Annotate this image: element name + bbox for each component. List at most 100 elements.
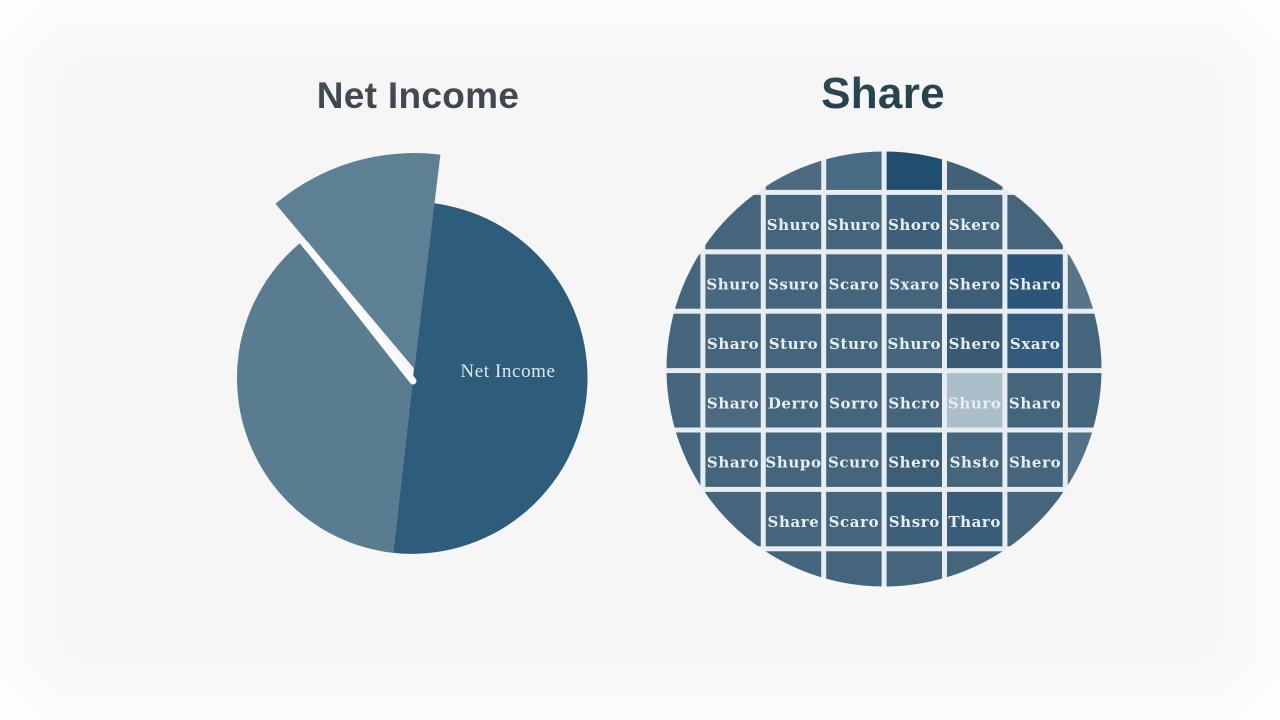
waffle-tile-label: Sharo	[707, 335, 759, 353]
waffle-tile	[1007, 551, 1063, 587]
waffle-tile	[666, 151, 701, 190]
waffle-tile	[705, 313, 761, 369]
pie-slice-net-income	[393, 202, 588, 554]
pie-chart-title: Net Income	[316, 75, 520, 116]
waffle-tile-label: Shoro	[888, 216, 941, 234]
waffle-tile	[1067, 194, 1102, 250]
waffle-tile-label: Shero	[1009, 454, 1061, 472]
waffle-tile	[705, 151, 761, 190]
waffle-tile	[1007, 194, 1063, 250]
waffle-tile	[1007, 491, 1063, 547]
waffle-tile-label: Shuro	[706, 276, 760, 294]
waffle-tile	[705, 551, 761, 587]
waffle-tile	[886, 491, 942, 547]
waffle-tile	[765, 551, 822, 587]
waffle-tile	[826, 491, 882, 547]
waffle-tile	[886, 432, 942, 487]
waffle-tile	[1067, 432, 1102, 487]
waffle-tile	[1067, 151, 1102, 190]
waffle-tile	[1067, 491, 1102, 547]
waffle-tile	[1007, 254, 1063, 309]
waffle-tile	[1067, 551, 1102, 587]
waffle-tile	[947, 491, 1003, 547]
waffle-tile-label: Sorro	[829, 394, 879, 412]
waffle-tile	[826, 254, 882, 309]
waffle-tile	[826, 194, 882, 250]
waffle-tile-label: Sxaro	[1010, 335, 1060, 353]
waffle-tile	[765, 373, 822, 428]
waffle-tile-label: Sturo	[829, 335, 879, 353]
waffle-tile	[947, 313, 1003, 369]
waffle-tile-label: Skero	[949, 216, 1001, 234]
waffle-tile	[666, 373, 701, 428]
waffle-tile-label: Ssuro	[768, 276, 819, 294]
waffle-tile	[886, 194, 942, 250]
pie-slice	[236, 243, 413, 553]
pie-chart	[236, 153, 588, 554]
waffle-tile	[947, 194, 1003, 250]
waffle-tile	[886, 313, 942, 369]
waffle-tile	[765, 151, 822, 190]
waffle-tile	[765, 491, 822, 547]
waffle-tile	[826, 151, 882, 190]
waffle-tile	[666, 254, 701, 309]
waffle-tile-label: Tharo	[948, 513, 1001, 531]
waffle-tile	[666, 313, 701, 369]
waffle-tile	[826, 313, 882, 369]
waffle-tile-label: Shupo	[765, 454, 821, 472]
waffle-tile-label: Sharo	[707, 394, 759, 412]
waffle-tile-label: Scuro	[828, 454, 880, 472]
waffle-tile	[826, 373, 882, 428]
waffle-tile	[765, 254, 822, 309]
waffle-tile	[705, 491, 761, 547]
waffle-tile	[1007, 151, 1063, 190]
waffle-tile	[765, 194, 822, 250]
waffle-tile-label: Shsto	[950, 454, 1000, 472]
waffle-tile	[705, 373, 761, 428]
waffle-tile-label: Sturo	[769, 335, 819, 353]
waffle-tile-label: Scaro	[829, 276, 880, 294]
waffle-tile	[765, 432, 822, 487]
waffle-tile	[1007, 432, 1063, 487]
waffle-tile-label: Shcro	[888, 394, 940, 412]
waffle-tile	[666, 551, 701, 587]
waffle-tile-label: Shero	[949, 335, 1001, 353]
waffle-tile	[1067, 313, 1102, 369]
waffle-tile	[1007, 313, 1063, 369]
waffle-tile	[947, 254, 1003, 309]
waffle-tile-label: Derro	[768, 394, 819, 412]
waffle-tile	[947, 551, 1003, 587]
waffle-tile-label: Shuro	[827, 216, 881, 234]
waffle-tile	[886, 151, 942, 190]
waffle-tile	[947, 432, 1003, 487]
waffle-tile-label: Shero	[949, 276, 1001, 294]
waffle-tile	[886, 254, 942, 309]
waffle-tile-label: Share	[768, 513, 820, 531]
waffle-tile	[705, 194, 761, 250]
waffle-tile	[1067, 373, 1102, 428]
waffle-tile-label: Sharo	[1009, 394, 1061, 412]
waffle-tile	[947, 373, 1003, 428]
waffle-tile	[666, 432, 701, 487]
waffle-tile	[947, 151, 1003, 190]
waffle-tile	[1007, 373, 1063, 428]
waffle-tile	[886, 373, 942, 428]
waffle-tile-label: Shuro	[948, 394, 1002, 412]
waffle-tile	[826, 432, 882, 487]
waffle-tile-label: Shsro	[889, 513, 940, 531]
waffle-tile-label: Scaro	[829, 513, 880, 531]
waffle-tile	[826, 551, 882, 587]
waffle-tile-label: Sxaro	[889, 276, 939, 294]
waffle-chart-title: Share	[821, 69, 945, 118]
waffle-tile	[666, 194, 701, 250]
waffle-tile-label: Shuro	[888, 335, 942, 353]
waffle-tile	[886, 551, 942, 587]
waffle-tile	[1067, 254, 1102, 309]
waffle-tile-label: Shuro	[767, 216, 821, 234]
waffle-tile	[666, 491, 701, 547]
waffle-tile	[705, 432, 761, 487]
waffle-tile-label: Sharo	[1009, 276, 1061, 294]
pie-slice-label: Net Income	[460, 361, 555, 382]
